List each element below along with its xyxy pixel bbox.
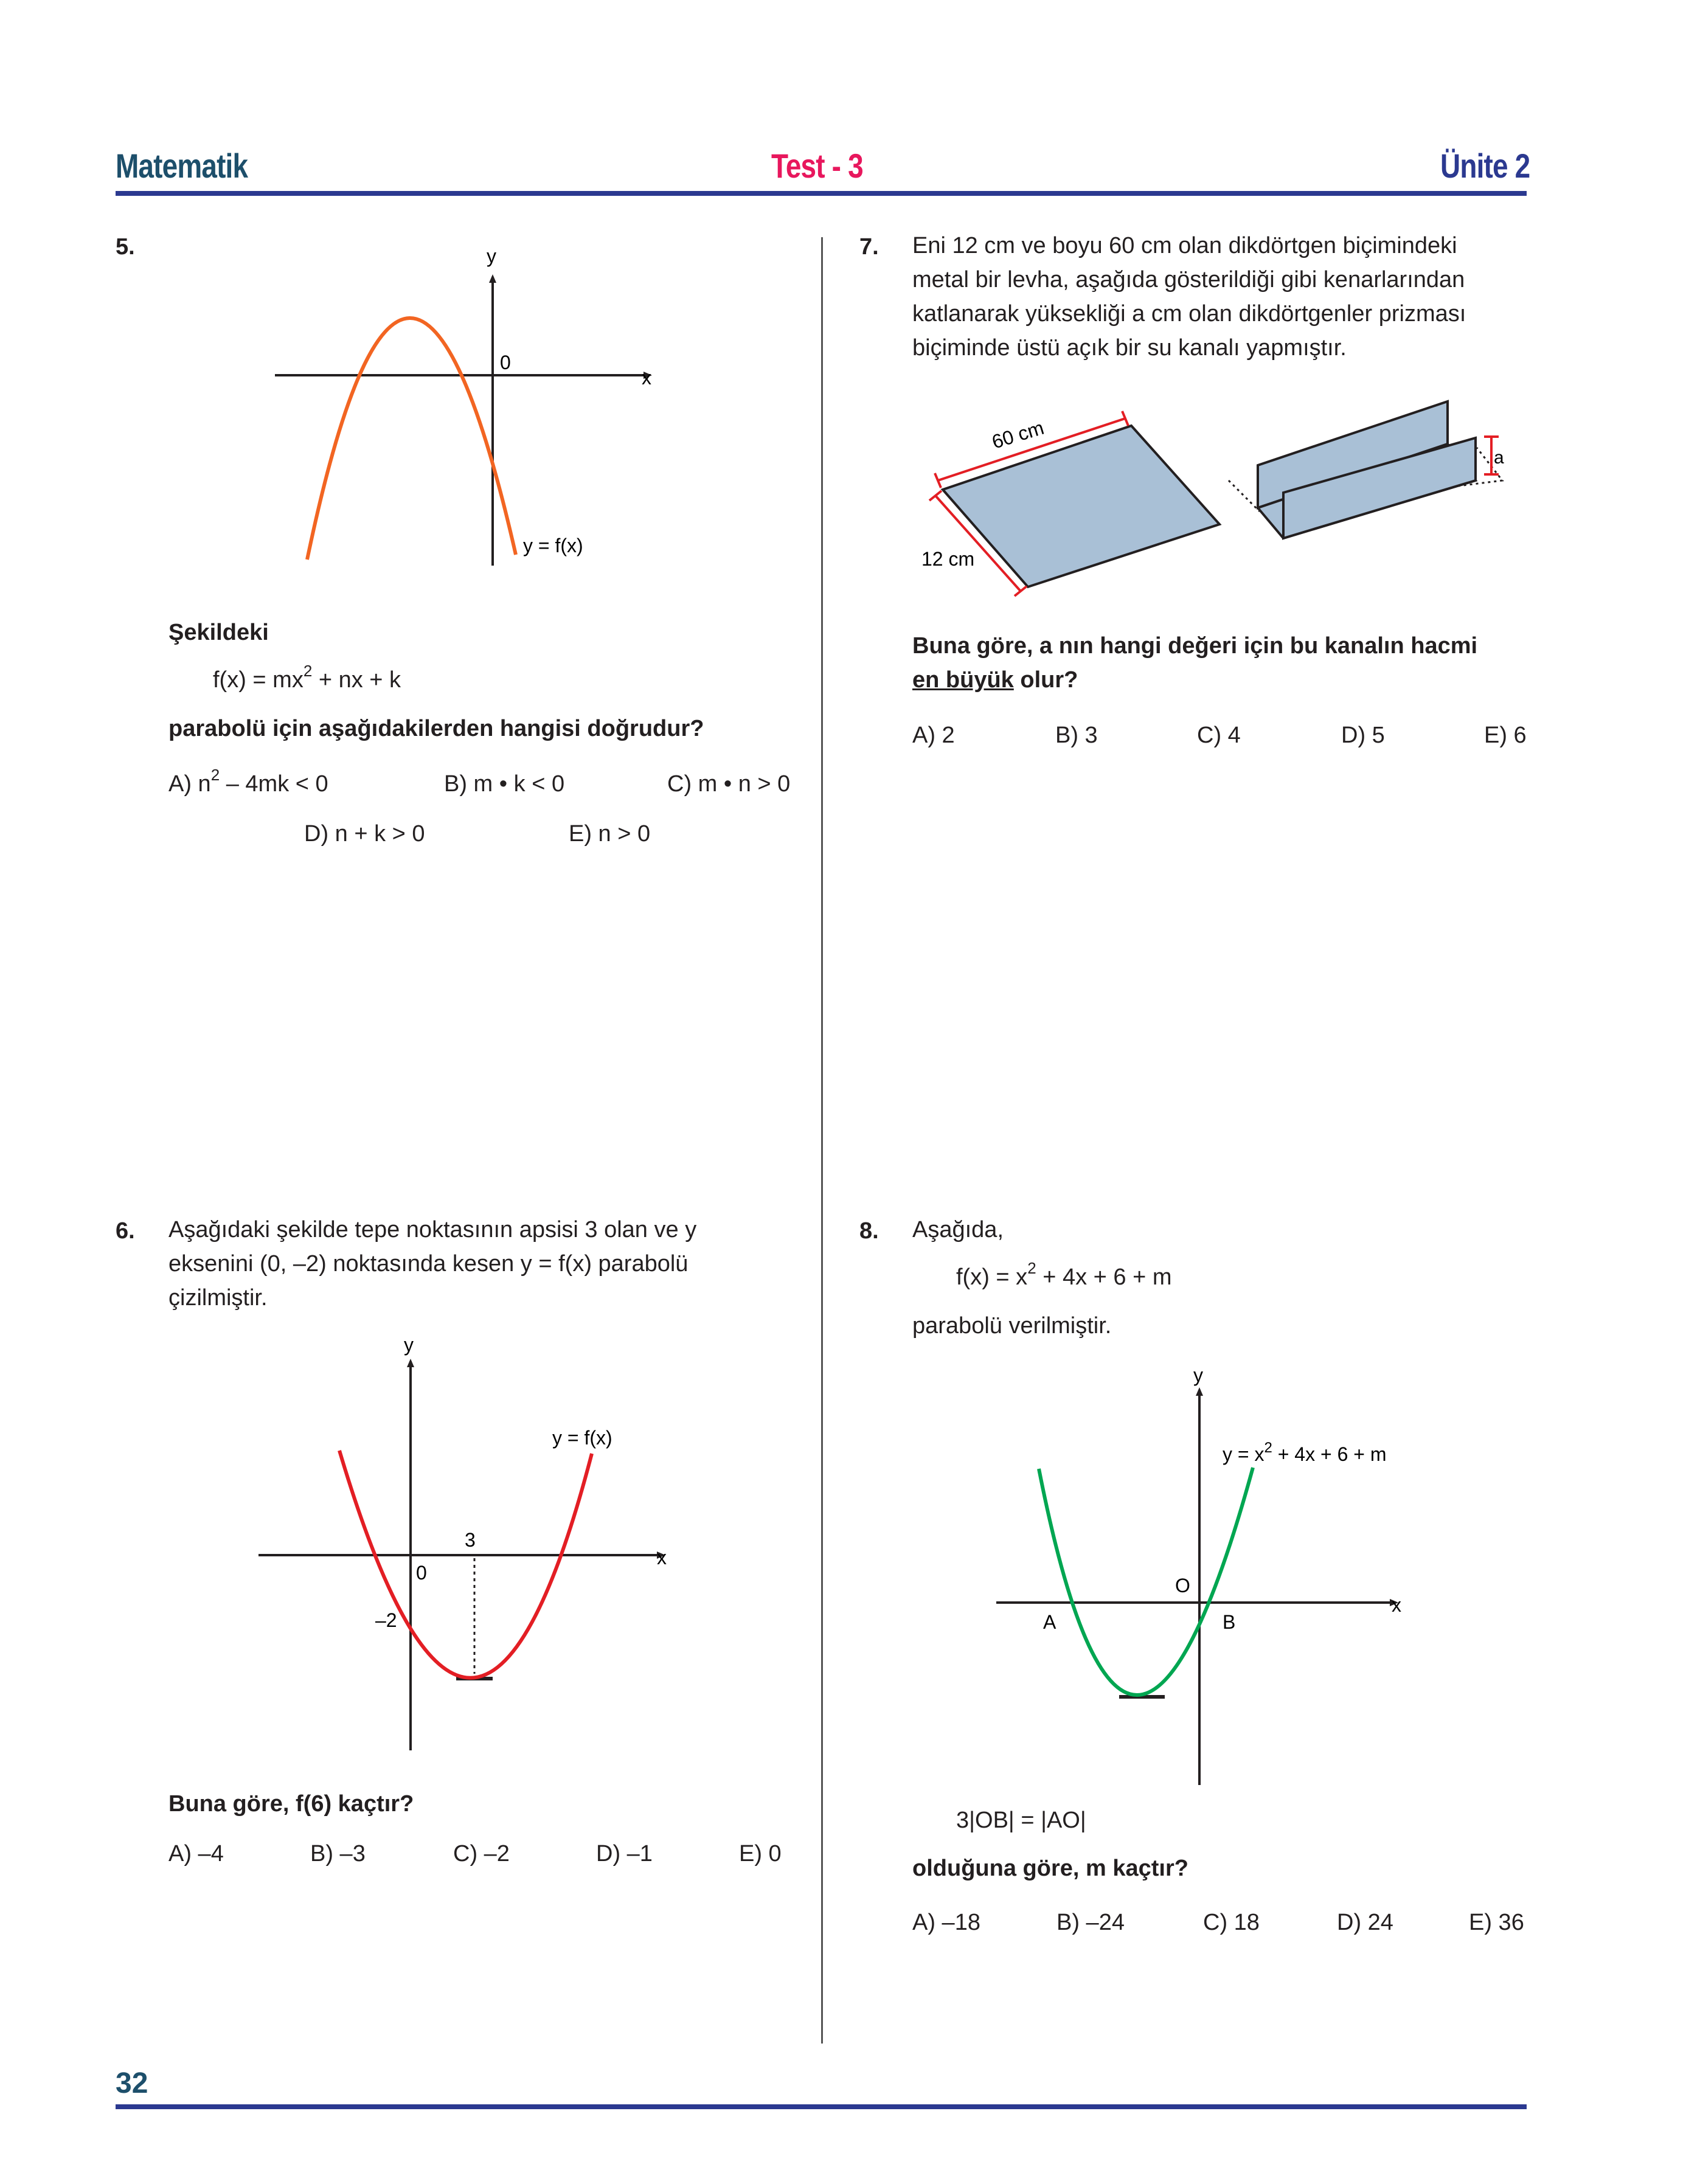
q8-origin-label: O (1175, 1575, 1190, 1596)
q7-option-b[interactable]: B) 3 (1055, 723, 1098, 748)
q5-x-label: x (642, 367, 651, 389)
q7-height-label: a (1494, 448, 1504, 468)
q8-after-formula: parabolü verilmiştir. (912, 1313, 1112, 1339)
q6-question: Buna göre, f(6) kaçtır? (168, 1791, 414, 1817)
q5-curve-label: y = f(x) (523, 535, 583, 556)
q6-text-line2: eksenini (0, –2) noktasında kesen y = f(… (168, 1251, 689, 1277)
q7-flat-sheet (940, 424, 1222, 589)
q5-option-e[interactable]: E) n > 0 (569, 821, 651, 847)
q5-origin-label: 0 (500, 352, 511, 373)
q7-option-c[interactable]: C) 4 (1197, 723, 1241, 748)
q5-option-a[interactable]: A) n2 – 4mk < 0 (168, 766, 328, 797)
q6-option-e[interactable]: E) 0 (739, 1841, 782, 1867)
q6-vertex-x-label: 3 (465, 1529, 476, 1551)
q5-parabola-curve (305, 316, 518, 560)
q6-origin-label: 0 (416, 1562, 427, 1584)
q6-y-label: y (404, 1334, 414, 1356)
q5-option-b[interactable]: B) m • k < 0 (444, 771, 565, 797)
q6-graph: y x 0 3 –2 y = f(x) (258, 1334, 667, 1750)
q8-point-a: A (1043, 1611, 1056, 1633)
q8-condition: 3|OB| = |AO| (956, 1808, 1086, 1833)
q7-question-emphasis: en büyük (912, 667, 1014, 693)
q8-y-label: y (1193, 1364, 1203, 1386)
q8-option-a[interactable]: A) –18 (912, 1910, 980, 1935)
q6-text-line3: çizilmiştir. (168, 1285, 268, 1311)
q5-y-label: y (487, 245, 496, 267)
q5-option-c[interactable]: C) m • n > 0 (667, 771, 791, 797)
q7-text-line4: biçiminde üstü açık bir su kanalı yapmış… (912, 335, 1347, 361)
q6-parabola-curve (338, 1450, 594, 1680)
q8-curve-label: y = x2 + 4x + 6 + m (1223, 1440, 1386, 1465)
header-rule (116, 191, 1527, 196)
q5-formula: f(x) = mx2 + nx + k (213, 662, 401, 693)
q7-number: 7. (859, 234, 879, 260)
q7-width-label: 12 cm (921, 548, 974, 570)
q7-option-a[interactable]: A) 2 (912, 723, 955, 748)
q8-formula: f(x) = x2 + 4x + 6 + m (956, 1259, 1172, 1290)
q7-question-line2: en büyük olur? (912, 667, 1078, 693)
q6-number: 6. (116, 1218, 135, 1244)
page-number: 32 (116, 2067, 148, 2099)
q7-text-line3: katlanarak yüksekliği a cm olan dikdörtg… (912, 301, 1466, 327)
q6-option-c[interactable]: C) –2 (453, 1841, 510, 1867)
q8-option-d[interactable]: D) 24 (1337, 1910, 1393, 1935)
q8-option-c[interactable]: C) 18 (1203, 1910, 1260, 1935)
q7-length-dimension (937, 417, 1126, 482)
q5-intro: Şekildeki (168, 620, 269, 645)
column-divider (821, 237, 823, 2044)
q7-text-line2: metal bir levha, aşağıda gösterildiği gi… (912, 267, 1465, 293)
q7-option-d[interactable]: D) 5 (1341, 723, 1385, 748)
q6-y-intercept-label: –2 (375, 1609, 397, 1631)
q6-text-line1: Aşağıdaki şekilde tepe noktasının apsisi… (168, 1217, 697, 1243)
q8-option-e[interactable]: E) 36 (1469, 1910, 1524, 1935)
test-title: Test - 3 (771, 147, 864, 185)
q5-option-d[interactable]: D) n + k > 0 (304, 821, 425, 847)
unit-title: Ünite 2 (1440, 147, 1530, 185)
q5-question: parabolü için aşağıdakilerden hangisi do… (168, 716, 704, 741)
q7-option-e[interactable]: E) 6 (1484, 723, 1527, 748)
subject-title: Matematik (116, 147, 248, 185)
q8-option-b[interactable]: B) –24 (1056, 1910, 1125, 1935)
q6-option-b[interactable]: B) –3 (310, 1841, 366, 1867)
q8-parabola-curve (1037, 1467, 1255, 1697)
q8-number: 8. (859, 1218, 879, 1244)
q7-question-line1: Buna göre, a nın hangi değeri için bu ka… (912, 633, 1478, 659)
q7-figure: 60 cm 12 cm a (921, 400, 1504, 597)
q8-question: olduğuna göre, m kaçtır? (912, 1856, 1188, 1881)
q6-x-label: x (657, 1547, 667, 1569)
q7-channel-front-wall (1282, 436, 1477, 540)
q8-point-b: B (1223, 1611, 1235, 1633)
q5-number: 5. (116, 234, 135, 260)
q8-x-label: x (1392, 1594, 1401, 1616)
footer-rule (116, 2104, 1527, 2109)
q7-text-line1: Eni 12 cm ve boyu 60 cm olan dikdörtgen … (912, 233, 1457, 258)
q8-intro: Aşağıda, (912, 1217, 1004, 1243)
q8-graph: y x O A B y = x2 + 4x + 6 + m (996, 1364, 1401, 1785)
q5-graph: y x 0 y = f(x) (275, 245, 652, 566)
q7-width-dimension (934, 494, 1022, 592)
q6-curve-label: y = f(x) (552, 1427, 612, 1449)
q6-option-d[interactable]: D) –1 (596, 1841, 653, 1867)
q6-option-a[interactable]: A) –4 (168, 1841, 224, 1867)
